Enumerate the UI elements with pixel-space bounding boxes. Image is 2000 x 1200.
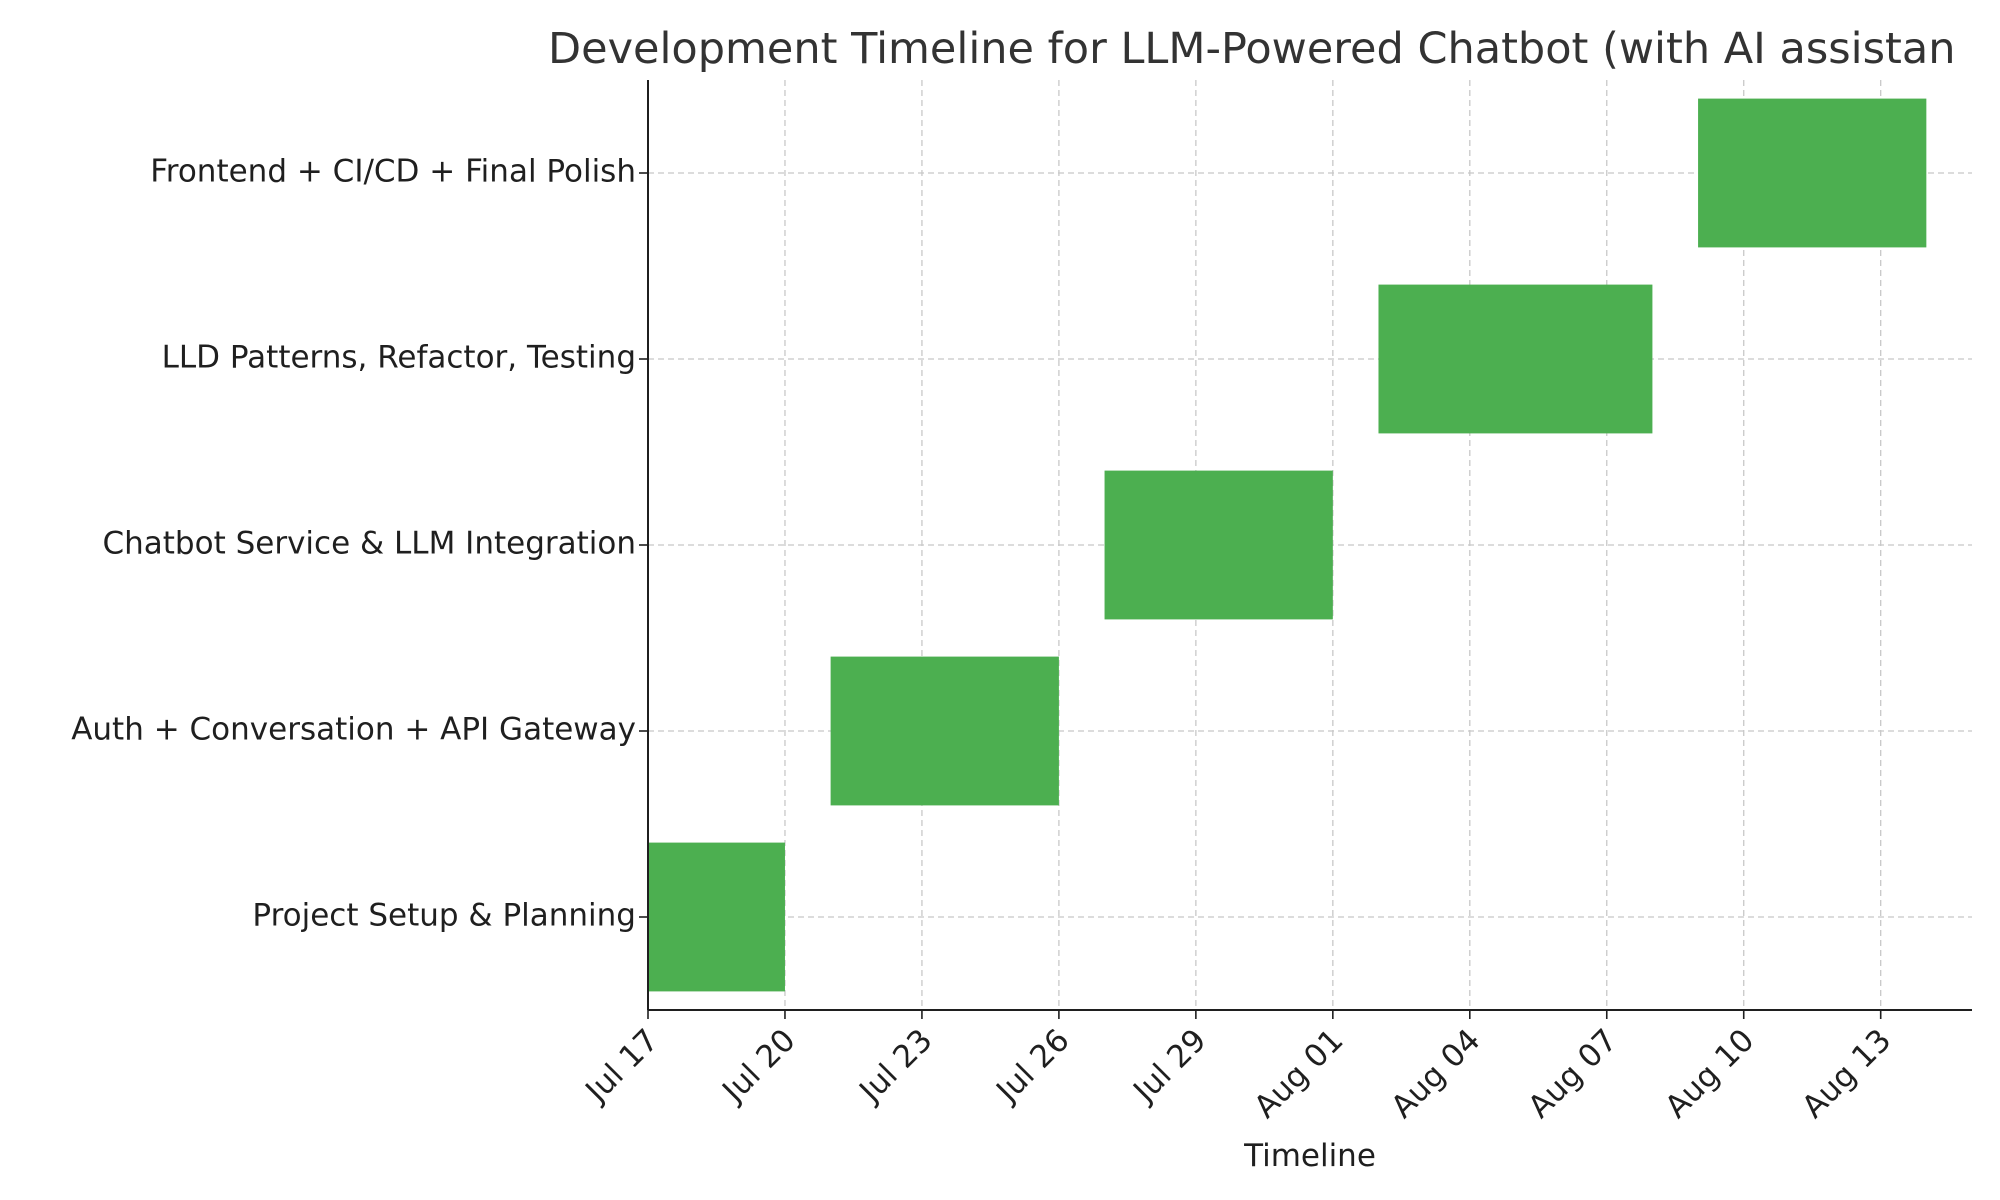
x-tick-label: Jul 17 [577, 1022, 665, 1110]
x-tick-label: Aug 01 [1247, 1022, 1350, 1125]
task-bar [1698, 98, 1927, 248]
x-tick-label: Aug 13 [1795, 1022, 1898, 1125]
task-bar [1104, 470, 1333, 620]
task-bar [1378, 284, 1653, 434]
task-label: Auth + Conversation + API Gateway [71, 712, 636, 748]
task-label: LLD Patterns, Refactor, Testing [162, 340, 636, 376]
ticks-layer [639, 172, 1882, 1019]
x-tick-label: Jul 20 [714, 1022, 802, 1110]
task-bar [648, 842, 785, 992]
x-tick-label: Aug 10 [1658, 1022, 1761, 1125]
chart-title: Development Timeline for LLM-Powered Cha… [548, 24, 1955, 74]
task-bar [830, 656, 1059, 806]
task-label: Chatbot Service & LLM Integration [102, 526, 636, 562]
x-tick-label: Jul 23 [851, 1022, 939, 1110]
task-label: Project Setup & Planning [252, 898, 636, 934]
x-tick-label: Jul 26 [988, 1022, 1076, 1110]
x-tick-label: Jul 29 [1125, 1022, 1213, 1110]
bars-layer [648, 98, 1927, 992]
x-axis-title: Timeline [1243, 1138, 1376, 1174]
x-tick-label: Aug 07 [1521, 1022, 1624, 1125]
task-label: Frontend + CI/CD + Final Polish [150, 154, 636, 190]
x-tick-label: Aug 04 [1384, 1022, 1487, 1125]
